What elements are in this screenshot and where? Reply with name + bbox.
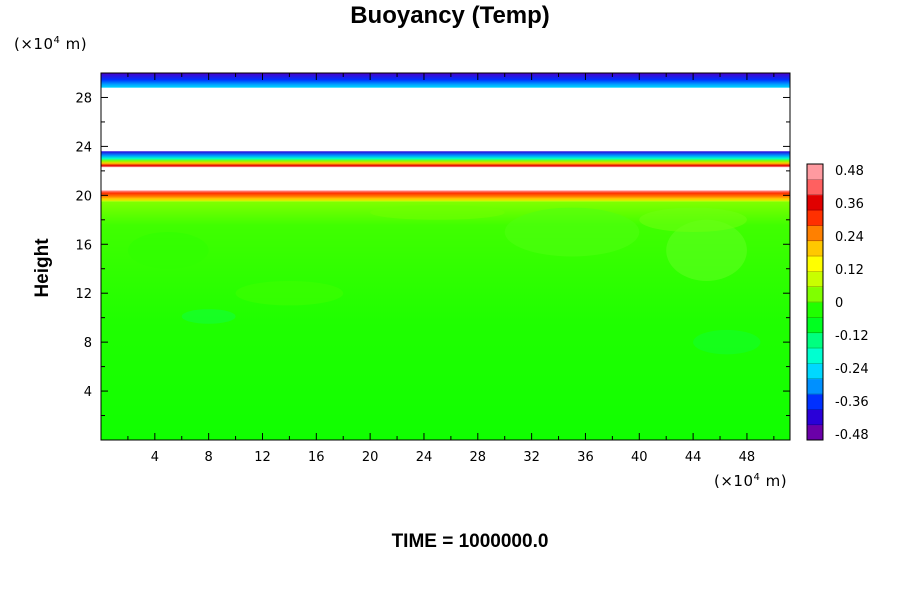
colorbar-swatch xyxy=(807,179,823,196)
plot-frame xyxy=(100,72,791,441)
y-tick-label: 24 xyxy=(75,140,92,155)
colorbar-swatch xyxy=(807,424,823,441)
colorbar-swatch xyxy=(807,194,823,211)
layer-top-boundary-band xyxy=(101,73,790,88)
y-tick-label: 16 xyxy=(75,238,92,253)
colorbar-swatch xyxy=(807,256,823,272)
colorbar-label: -0.48 xyxy=(835,428,869,443)
x-axis-unit: (×104 m) xyxy=(714,472,788,490)
colorbar-swatch xyxy=(807,164,823,180)
layer-upper-negative-band xyxy=(101,151,790,168)
x-tick-label: 48 xyxy=(739,450,756,465)
y-axis-unit: (×104 m) xyxy=(14,35,88,53)
interior-patch xyxy=(504,207,640,257)
x-tick-label: 44 xyxy=(685,450,702,465)
colorbar-swatch xyxy=(807,271,823,288)
x-tick-label: 32 xyxy=(523,450,540,465)
x-tick-label: 24 xyxy=(416,450,433,465)
colorbar-swatch xyxy=(807,363,823,380)
x-tick-label: 20 xyxy=(362,450,379,465)
colorbar-label: 0.12 xyxy=(835,263,864,278)
x-tick-label: 36 xyxy=(577,450,594,465)
colorbar-swatch xyxy=(807,332,823,349)
colorbar-swatch xyxy=(807,240,823,257)
colorbar-swatch xyxy=(807,409,823,426)
interior-patch xyxy=(127,232,209,269)
x-tick-label: 4 xyxy=(151,450,159,465)
y-tick-label: 4 xyxy=(84,385,92,400)
y-tick-label: 8 xyxy=(84,336,92,351)
y-tick-label: 28 xyxy=(75,91,92,106)
interior-patch xyxy=(666,219,747,281)
colorbar-label: 0 xyxy=(835,296,843,311)
colorbar-swatch xyxy=(807,317,823,334)
x-tick-label: 40 xyxy=(631,450,648,465)
x-tick-label: 28 xyxy=(470,450,487,465)
colorbar-frame xyxy=(806,163,824,441)
time-label: TIME = 1000000.0 xyxy=(391,531,549,552)
colorbar-label: 0.36 xyxy=(835,197,864,212)
colorbar-swatch xyxy=(807,394,823,410)
x-tick-label: 12 xyxy=(254,450,271,465)
colorbar-label: -0.24 xyxy=(835,362,869,377)
colorbar-label: 0.48 xyxy=(835,164,864,179)
interior-patch xyxy=(235,280,344,306)
chart-title: Buoyancy (Temp) xyxy=(350,2,550,29)
colorbar-label: 0.24 xyxy=(835,230,864,245)
x-tick-label: 8 xyxy=(205,450,213,465)
colorbar-swatch xyxy=(807,348,823,364)
colorbar-label: -0.12 xyxy=(835,329,869,344)
colorbar-swatch xyxy=(807,302,823,318)
y-tick-label: 20 xyxy=(75,189,92,204)
interior-patch xyxy=(370,205,505,220)
colorbar-label: -0.36 xyxy=(835,395,869,410)
interior-patch xyxy=(693,329,761,355)
x-tick-label: 16 xyxy=(308,450,325,465)
colorbar-swatch xyxy=(807,210,823,226)
interior-patch xyxy=(181,309,236,324)
colorbar-swatch xyxy=(807,378,823,395)
colorbar-swatch xyxy=(807,225,823,242)
layer-lower-positive-band xyxy=(101,190,790,202)
y-tick-label: 12 xyxy=(75,287,92,302)
interior-patch xyxy=(639,207,747,233)
colorbar-swatch xyxy=(807,286,823,303)
